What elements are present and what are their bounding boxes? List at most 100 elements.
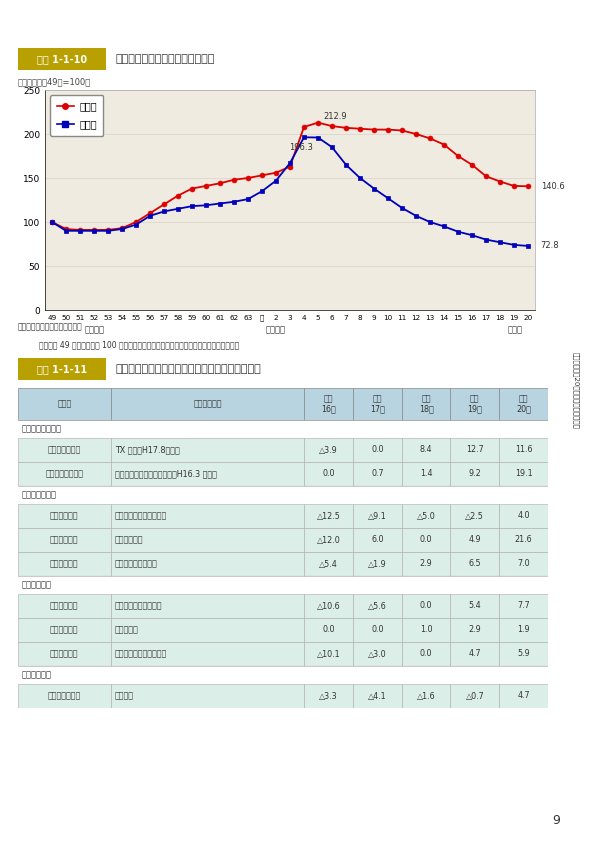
Bar — [111, 462, 304, 486]
Text: 第１部　平成20年度土地に関する動向: 第１部 平成20年度土地に関する動向 — [573, 352, 580, 429]
Bar — [304, 594, 353, 618]
Text: 7.0: 7.0 — [517, 559, 530, 568]
Bar — [353, 594, 402, 618]
Text: 群馬県高崎市: 群馬県高崎市 — [50, 511, 79, 520]
Bar — [111, 438, 304, 462]
Text: 新幹線開通による周辺開発（H16.3 開業）: 新幹線開通による周辺開発（H16.3 開業） — [115, 470, 217, 478]
Text: 岡山県岡山市: 岡山県岡山市 — [50, 559, 79, 568]
Bar — [18, 48, 106, 70]
Text: 図表 1-1-11: 図表 1-1-11 — [37, 364, 87, 374]
Bar — [499, 462, 548, 486]
Text: 観光向けの店舗の更新等: 観光向けの店舗の更新等 — [115, 649, 167, 658]
Bar — [353, 642, 402, 666]
Bar — [499, 684, 548, 708]
Text: 地価上昇要因: 地価上昇要因 — [193, 399, 222, 408]
Text: 11.6: 11.6 — [515, 445, 533, 455]
Text: 【交通基盤整備】: 【交通基盤整備】 — [22, 424, 62, 434]
Text: 平成
18年: 平成 18年 — [419, 394, 434, 413]
Bar — [111, 642, 304, 666]
Bar — [450, 462, 499, 486]
Text: △12.0: △12.0 — [317, 536, 340, 545]
Text: 平成
20年: 平成 20年 — [516, 394, 531, 413]
Text: 140.6: 140.6 — [541, 182, 564, 191]
Text: 212.9: 212.9 — [324, 112, 347, 121]
Bar — [18, 504, 111, 528]
Bar — [450, 552, 499, 576]
Text: おかげ横丁: おかげ横丁 — [115, 626, 139, 635]
Text: 地方圏における地価の累積変動率: 地方圏における地価の累積変動率 — [116, 54, 215, 64]
Text: 0.0: 0.0 — [371, 445, 384, 455]
Bar — [18, 438, 111, 462]
Text: 【企業立地】: 【企業立地】 — [22, 670, 52, 679]
Bar — [353, 552, 402, 576]
Text: △10.6: △10.6 — [317, 601, 340, 610]
Bar — [353, 388, 402, 420]
Bar — [18, 528, 111, 552]
Bar — [499, 528, 548, 552]
Text: △2.5: △2.5 — [465, 511, 484, 520]
Bar — [111, 594, 304, 618]
Text: 2.9: 2.9 — [468, 626, 481, 635]
Bar — [304, 684, 353, 708]
Text: 4.7: 4.7 — [468, 649, 481, 658]
Text: △4.1: △4.1 — [368, 691, 387, 701]
Bar — [450, 438, 499, 462]
Bar — [353, 438, 402, 462]
Text: △0.7: △0.7 — [465, 691, 484, 701]
Bar — [304, 642, 353, 666]
Text: 9.2: 9.2 — [468, 470, 481, 478]
Bar — [304, 618, 353, 642]
Bar — [402, 528, 450, 552]
Bar — [402, 388, 450, 420]
Bar — [353, 528, 402, 552]
Bar — [353, 618, 402, 642]
Bar — [111, 504, 304, 528]
Text: 4.9: 4.9 — [468, 536, 481, 545]
Bar — [304, 388, 353, 420]
Text: 平成
17年: 平成 17年 — [370, 394, 385, 413]
Text: 7.7: 7.7 — [517, 601, 530, 610]
Text: △3.9: △3.9 — [319, 445, 338, 455]
Text: 鹿児島県鹿児島市: 鹿児島県鹿児島市 — [45, 470, 83, 478]
Bar — [304, 504, 353, 528]
Bar — [402, 504, 450, 528]
Bar — [499, 642, 548, 666]
Text: 【市街地整備】: 【市街地整備】 — [22, 491, 57, 499]
Bar — [402, 684, 450, 708]
Text: △9.1: △9.1 — [368, 511, 387, 520]
Bar — [111, 684, 304, 708]
Text: △3.0: △3.0 — [368, 649, 387, 658]
Bar — [304, 528, 353, 552]
Bar — [304, 438, 353, 462]
Bar — [499, 552, 548, 576]
Bar — [353, 684, 402, 708]
Legend: 住宅地, 商業地: 住宅地, 商業地 — [50, 95, 104, 136]
Text: （昭和）: （昭和） — [84, 325, 104, 334]
Text: 北海道苫小牧市: 北海道苫小牧市 — [48, 691, 81, 701]
Text: 0.0: 0.0 — [322, 470, 335, 478]
Text: △12.5: △12.5 — [317, 511, 340, 520]
Text: 1.9: 1.9 — [517, 626, 530, 635]
Bar — [111, 552, 304, 576]
Text: 2.9: 2.9 — [419, 559, 433, 568]
Text: 9: 9 — [552, 813, 560, 827]
Text: 資料：国土交通省「地価公示」: 資料：国土交通省「地価公示」 — [18, 322, 83, 332]
Bar — [18, 684, 111, 708]
Bar — [304, 462, 353, 486]
Text: 72.8: 72.8 — [541, 242, 559, 250]
Bar — [18, 642, 111, 666]
Bar — [402, 594, 450, 618]
Text: 平成
16年: 平成 16年 — [321, 394, 336, 413]
Text: 地価上昇がみられたポイントの推移（地価公示）: 地価上昇がみられたポイントの推移（地価公示） — [116, 364, 262, 374]
Bar — [18, 358, 106, 380]
Text: 【観光振興】: 【観光振興】 — [22, 580, 52, 589]
Text: △3.3: △3.3 — [320, 691, 338, 701]
Bar — [450, 388, 499, 420]
Text: △5.4: △5.4 — [319, 559, 338, 568]
Bar — [450, 684, 499, 708]
Text: 駅前周辺開発: 駅前周辺開発 — [115, 536, 143, 545]
Bar — [450, 642, 499, 666]
Text: 0.0: 0.0 — [420, 601, 433, 610]
Bar — [450, 618, 499, 642]
Bar — [499, 618, 548, 642]
